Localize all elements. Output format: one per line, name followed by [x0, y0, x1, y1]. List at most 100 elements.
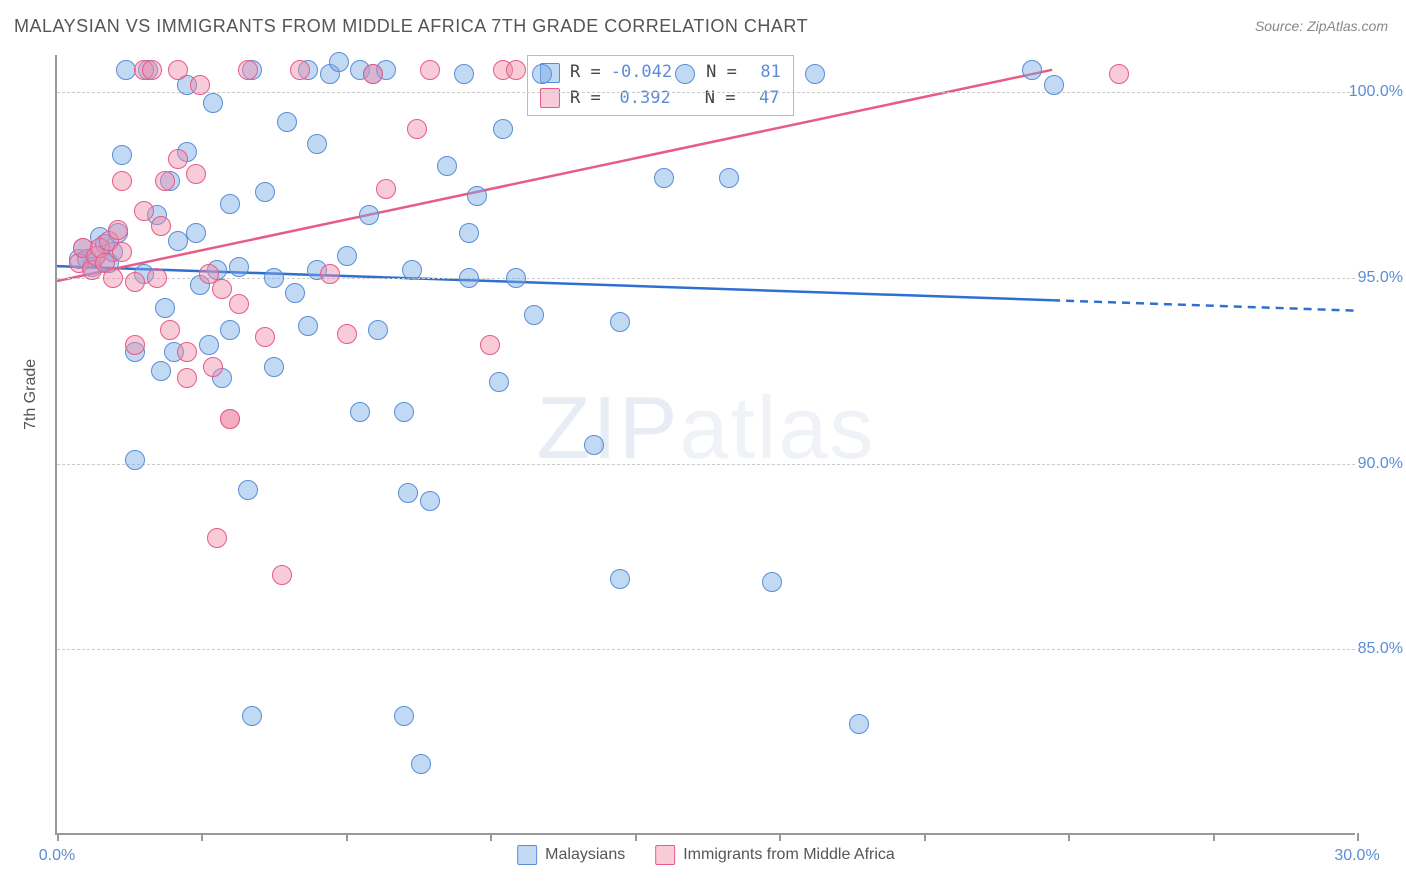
- y-tick-label: 90.0%: [1358, 455, 1403, 473]
- data-point: [506, 268, 526, 288]
- data-point: [177, 342, 197, 362]
- data-point: [407, 119, 427, 139]
- gridline-h: [57, 464, 1355, 465]
- data-point: [762, 572, 782, 592]
- y-tick-label: 85.0%: [1358, 640, 1403, 658]
- data-point: [1109, 64, 1129, 84]
- legend-swatch: [517, 845, 537, 865]
- data-point: [493, 119, 513, 139]
- x-tick: [490, 833, 492, 841]
- data-point: [402, 260, 422, 280]
- data-point: [849, 714, 869, 734]
- chart-title: MALAYSIAN VS IMMIGRANTS FROM MIDDLE AFRI…: [14, 16, 808, 37]
- data-point: [307, 134, 327, 154]
- data-point: [272, 565, 292, 585]
- data-point: [506, 60, 526, 80]
- data-point: [654, 168, 674, 188]
- data-point: [277, 112, 297, 132]
- data-point: [1022, 60, 1042, 80]
- data-point: [675, 64, 695, 84]
- data-point: [420, 60, 440, 80]
- data-point: [320, 264, 340, 284]
- data-point: [190, 75, 210, 95]
- data-point: [298, 316, 318, 336]
- plot-area: ZIPatlas R =-0.042N =81R =0.392N =47 Mal…: [55, 55, 1355, 835]
- gridline-h: [57, 92, 1355, 93]
- data-point: [242, 706, 262, 726]
- data-point: [584, 435, 604, 455]
- data-point: [203, 93, 223, 113]
- x-tick-label: 0.0%: [39, 847, 75, 865]
- legend-label: Malaysians: [545, 846, 625, 864]
- data-point: [147, 268, 167, 288]
- data-point: [155, 298, 175, 318]
- data-point: [168, 60, 188, 80]
- data-point: [285, 283, 305, 303]
- data-point: [255, 182, 275, 202]
- data-point: [134, 201, 154, 221]
- data-point: [160, 320, 180, 340]
- data-point: [264, 268, 284, 288]
- x-tick: [635, 833, 637, 841]
- data-point: [112, 242, 132, 262]
- data-point: [112, 171, 132, 191]
- data-point: [329, 52, 349, 72]
- data-point: [454, 64, 474, 84]
- data-point: [411, 754, 431, 774]
- data-point: [125, 272, 145, 292]
- data-point: [290, 60, 310, 80]
- data-point: [220, 194, 240, 214]
- data-point: [112, 145, 132, 165]
- source-attribution: Source: ZipAtlas.com: [1255, 18, 1388, 34]
- data-point: [805, 64, 825, 84]
- data-point: [151, 361, 171, 381]
- data-point: [610, 569, 630, 589]
- x-tick: [1213, 833, 1215, 841]
- data-point: [155, 171, 175, 191]
- x-tick: [201, 833, 203, 841]
- legend-top-row: R =-0.042N =81: [540, 60, 781, 86]
- data-point: [610, 312, 630, 332]
- data-point: [186, 164, 206, 184]
- data-point: [398, 483, 418, 503]
- data-point: [125, 450, 145, 470]
- legend-label: Immigrants from Middle Africa: [683, 846, 895, 864]
- data-point: [359, 205, 379, 225]
- data-point: [220, 409, 240, 429]
- y-tick-label: 100.0%: [1349, 83, 1403, 101]
- data-point: [151, 216, 171, 236]
- data-point: [229, 294, 249, 314]
- data-point: [394, 706, 414, 726]
- x-tick-label: 30.0%: [1334, 847, 1379, 865]
- data-point: [212, 279, 232, 299]
- x-tick: [57, 833, 59, 841]
- data-point: [186, 223, 206, 243]
- data-point: [103, 268, 123, 288]
- data-point: [337, 324, 357, 344]
- data-point: [459, 223, 479, 243]
- data-point: [199, 335, 219, 355]
- data-point: [1044, 75, 1064, 95]
- data-point: [168, 149, 188, 169]
- y-axis-label: 7th Grade: [22, 359, 40, 430]
- data-point: [437, 156, 457, 176]
- x-tick: [1357, 833, 1359, 841]
- legend-swatch: [655, 845, 675, 865]
- x-tick: [779, 833, 781, 841]
- x-tick: [924, 833, 926, 841]
- data-point: [480, 335, 500, 355]
- data-point: [207, 528, 227, 548]
- data-point: [238, 60, 258, 80]
- data-point: [719, 168, 739, 188]
- legend-item: Malaysians: [517, 845, 625, 865]
- gridline-h: [57, 649, 1355, 650]
- data-point: [368, 320, 388, 340]
- legend-item: Immigrants from Middle Africa: [655, 845, 895, 865]
- data-point: [264, 357, 284, 377]
- x-tick: [1068, 833, 1070, 841]
- correlation-legend: R =-0.042N =81R =0.392N =47: [527, 55, 794, 116]
- data-point: [394, 402, 414, 422]
- y-tick-label: 95.0%: [1358, 269, 1403, 287]
- data-point: [420, 491, 440, 511]
- x-tick: [346, 833, 348, 841]
